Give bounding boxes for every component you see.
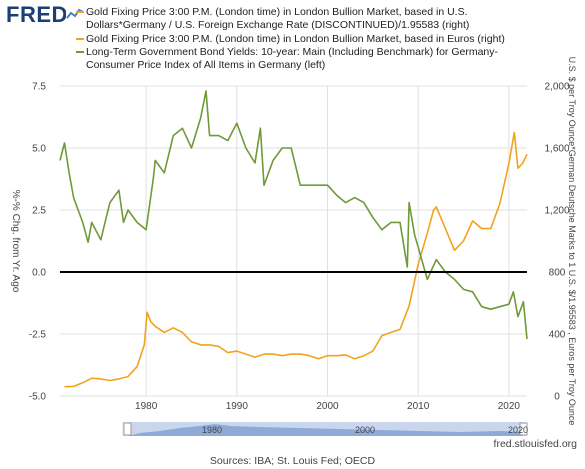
x-tick-label: 1980 (135, 401, 158, 412)
right-tick-label: 1,200 (544, 206, 569, 217)
navigator-left-handle[interactable] (123, 422, 132, 436)
legend-label: Long-Term Government Bond Yields: 10-yea… (86, 46, 499, 71)
navigator-right-handle[interactable] (519, 422, 528, 436)
x-tick-label: 2020 (498, 401, 521, 412)
gold-price-line (64, 131, 528, 388)
left-tick-label: 5.0 (32, 144, 46, 155)
left-axis-title: %-% Chg. from Yr. Ago (10, 190, 21, 293)
navigator-ticks: 1980 2000 2020 (202, 425, 528, 435)
legend-swatch-orange (76, 11, 84, 13)
range-navigator[interactable]: 1980 2000 2020 (122, 422, 528, 436)
x-tick-label: 1990 (226, 401, 249, 412)
navigator-tick-label: 2000 (355, 425, 375, 435)
line-chart-icon (66, 6, 84, 20)
header: FRED Gold Fixing Price 3:00 P.M. (London… (0, 0, 585, 78)
left-tick-label: 2.5 (32, 206, 46, 217)
legend-label: Gold Fixing Price 3:00 P.M. (London time… (86, 6, 470, 31)
legend-item-gold-usd: Gold Fixing Price 3:00 P.M. (London time… (76, 6, 486, 32)
navigator-tick-label: 2020 (508, 425, 528, 435)
right-tick-label: 0 (554, 392, 560, 403)
x-tick-label: 2000 (316, 401, 339, 412)
legend-swatch-orange (76, 38, 84, 40)
legend-item-bond-yield: Long-Term Government Bond Yields: 10-yea… (76, 46, 506, 72)
left-tick-label: -5.0 (29, 392, 47, 403)
grid (60, 85, 527, 397)
fred-logo[interactable]: FRED (6, 2, 68, 27)
right-axis-ticks: 2,000 1,600 1,200 800 400 0 (544, 82, 569, 403)
x-tick-label: 2010 (407, 401, 430, 412)
navigator-tick-label: 1980 (202, 425, 222, 435)
left-tick-label: 0.0 (32, 268, 46, 279)
x-axis-ticks: 1980 1990 2000 2010 2020 (135, 401, 520, 412)
plot-area (60, 86, 527, 396)
footer-url[interactable]: fred.stlouisfed.org (493, 438, 577, 450)
bond-yield-real-line (59, 90, 528, 340)
right-tick-label: 1,600 (544, 144, 569, 155)
right-tick-label: 400 (549, 330, 566, 341)
right-tick-label: 800 (549, 268, 566, 279)
navigator-area (128, 424, 523, 436)
series-layer (59, 90, 528, 388)
left-tick-label: 7.5 (32, 82, 46, 93)
left-tick-label: -2.5 (29, 330, 47, 341)
legend-label: Gold Fixing Price 3:00 P.M. (London time… (86, 33, 505, 45)
legend-swatch-green (76, 51, 84, 53)
right-axis-title: U.S. $ per Troy Ounce*German Deutsche Ma… (567, 57, 577, 426)
right-tick-label: 2,000 (544, 82, 569, 93)
footer-sources: Sources: IBA; St. Louis Fed; OECD (209, 455, 376, 467)
left-axis-ticks: 7.5 5.0 2.5 0.0 -2.5 -5.0 (29, 82, 47, 403)
legend-item-gold-eur: Gold Fixing Price 3:00 P.M. (London time… (76, 33, 546, 46)
